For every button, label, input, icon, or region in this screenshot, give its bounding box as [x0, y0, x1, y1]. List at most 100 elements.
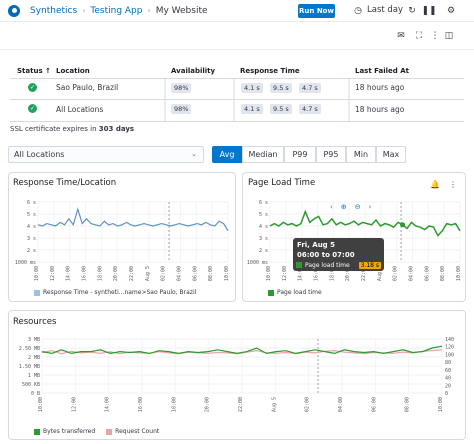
x-tick-label: 04:00 [409, 266, 415, 281]
panel-layout-icon[interactable]: ◫ [444, 31, 454, 41]
x-tick-label: 18:00 [329, 266, 335, 281]
ssl-expiry-text: SSL certificate expires in 303 days [10, 125, 135, 133]
top-bar: Synthetics › Testing App › My Website [0, 0, 474, 22]
x-tick-label: 14:00 [66, 266, 72, 281]
y-tick-label: 2.50 MB [19, 346, 40, 352]
settings-icon[interactable]: ⚙ [446, 6, 456, 16]
location-cell[interactable]: All Locations [56, 105, 104, 114]
app-logo[interactable] [8, 4, 20, 17]
chart-tooltip: Fri, Aug 5 06:00 to 07:00 Page load time… [293, 238, 384, 271]
y-tick-label: 1000 ms [247, 260, 268, 266]
response-time-title: Response Time/Location [13, 178, 117, 188]
pan-right-icon[interactable]: › [368, 203, 372, 211]
table-dividers [10, 78, 464, 122]
legend-label: Page load time [277, 289, 322, 296]
x-tick-label: Aug 5 [377, 266, 383, 281]
x-tick-label: 02:00 [161, 266, 167, 281]
location-select[interactable]: All Locations ⌄ [8, 146, 204, 163]
fullscreen-icon[interactable]: ⛶ [415, 31, 423, 41]
stat-button-p99[interactable]: P99 [284, 146, 316, 163]
stat-button-avg[interactable]: Avg [212, 146, 242, 163]
column-header-last-failed[interactable]: Last Failed At [355, 67, 409, 75]
column-header-response-time[interactable]: Response Time [240, 67, 300, 75]
legend-swatch [296, 262, 302, 268]
run-now-button[interactable]: Run Now [298, 4, 335, 18]
x-tick-label: Aug 5 [145, 266, 151, 281]
series-line-1 [37, 207, 229, 232]
y-tick-label: 5 s [259, 212, 268, 218]
x-tick-label: 14:00 [298, 266, 304, 281]
date-range-picker[interactable]: Last day [367, 5, 404, 15]
response-time-max-badge: 9.5 s [270, 104, 292, 114]
x-tick-label: 12:00 [50, 266, 56, 281]
location-cell[interactable]: Sao Paulo, Brazil [56, 83, 119, 92]
zoom-in-icon[interactable]: ⊕ [340, 203, 347, 211]
calendar-clock-icon[interactable]: ◷ [354, 6, 362, 16]
response-time-min-badge: 4.1 s [241, 104, 263, 114]
status-up-icon: ✓ [28, 104, 37, 113]
x-tick-label: 06:00 [192, 266, 198, 281]
last-failed-cell: 18 hours ago [355, 83, 405, 92]
column-header-location[interactable]: Location [56, 67, 90, 75]
more-options-icon[interactable]: ⋮ [449, 179, 457, 189]
mail-icon[interactable]: ✉ [397, 31, 405, 41]
resources-chart[interactable]: 3 MB 2.50 MB 2 MB 1.50 MB 1 MB 500 KB 0 B 140 12… [10, 333, 464, 423]
y-tick-label: 5 s [27, 212, 36, 218]
y-tick-label: 1.50 MB [19, 364, 40, 370]
legend-swatch [34, 289, 40, 296]
x-tick-label: 10:00 [266, 266, 272, 281]
x-tick-label: 08:00 [208, 266, 214, 281]
resources-title: Resources [13, 317, 57, 327]
column-header-availability[interactable]: Availability [171, 67, 216, 75]
stat-button-median[interactable]: Median [242, 146, 284, 163]
y-right-tick-label: 20 [445, 383, 451, 389]
stat-button-p95[interactable]: P95 [316, 146, 346, 163]
availability-badge: 98% [171, 104, 192, 114]
breadcrumb-testing-app[interactable]: Testing App [90, 5, 143, 16]
status-up-icon: ✓ [28, 83, 37, 92]
x-tick-label: Aug 5 [271, 397, 277, 412]
x-tick-label: 18:00 [171, 397, 177, 412]
stat-button-min[interactable]: Min [346, 146, 376, 163]
x-tick-label: 10:00 [224, 266, 230, 281]
y-tick-label: 3 s [259, 236, 268, 242]
y-tick-label: 0 B [31, 391, 40, 397]
x-tick-label: 16:00 [82, 266, 88, 281]
y-tick-label: 2 MB [28, 355, 40, 361]
y-tick-label: 1 MB [28, 373, 40, 379]
more-options-icon[interactable]: ⋮ [430, 31, 440, 41]
page-load-legend[interactable]: Page load time [268, 289, 322, 296]
y-tick-label: 1000 ms [15, 260, 36, 266]
x-tick-label: 06:00 [371, 397, 377, 412]
x-tick-label: 12:00 [71, 397, 77, 412]
hover-point [400, 222, 406, 228]
response-time-legend[interactable]: Response Time - syntheti...name>Sao Paul… [34, 289, 196, 296]
y-tick-label: 3 MB [28, 337, 40, 343]
y-right-tick-label: 60 [445, 368, 451, 374]
y-tick-label: 6 s [259, 200, 268, 206]
pan-left-icon[interactable]: ‹ [330, 203, 333, 211]
stat-button-max[interactable]: Max [376, 146, 406, 163]
y-tick-label: 4 s [27, 224, 36, 230]
resources-legend[interactable]: Bytes transferred Request Count [34, 428, 159, 435]
y-right-tick-label: 120 [445, 345, 454, 351]
series-line-1 [269, 209, 461, 237]
legend-swatch [268, 289, 274, 296]
bell-icon[interactable]: 🔔 [430, 179, 440, 189]
response-time-avg-badge: 4.7 s [299, 83, 321, 93]
breadcrumb-my-website: My Website [155, 5, 208, 16]
pause-icon[interactable]: ❚❚ [421, 6, 437, 16]
breadcrumb-synthetics[interactable]: Synthetics [30, 5, 78, 16]
tooltip-value: 3.18 s [358, 261, 381, 269]
x-tick-label: 20:00 [113, 266, 119, 281]
x-tick-label: 20:00 [345, 266, 351, 281]
refresh-icon[interactable]: ↻ [408, 6, 416, 16]
x-tick-label: 12:00 [282, 266, 288, 281]
x-tick-label: 20:00 [205, 397, 211, 412]
x-tick-label: 10:00 [38, 397, 44, 412]
chart-zoom-controls: ‹ ⊕ ⊖ › [330, 203, 371, 211]
zoom-out-icon[interactable]: ⊖ [354, 203, 361, 211]
column-header-status[interactable]: Status ↑ [17, 67, 51, 75]
